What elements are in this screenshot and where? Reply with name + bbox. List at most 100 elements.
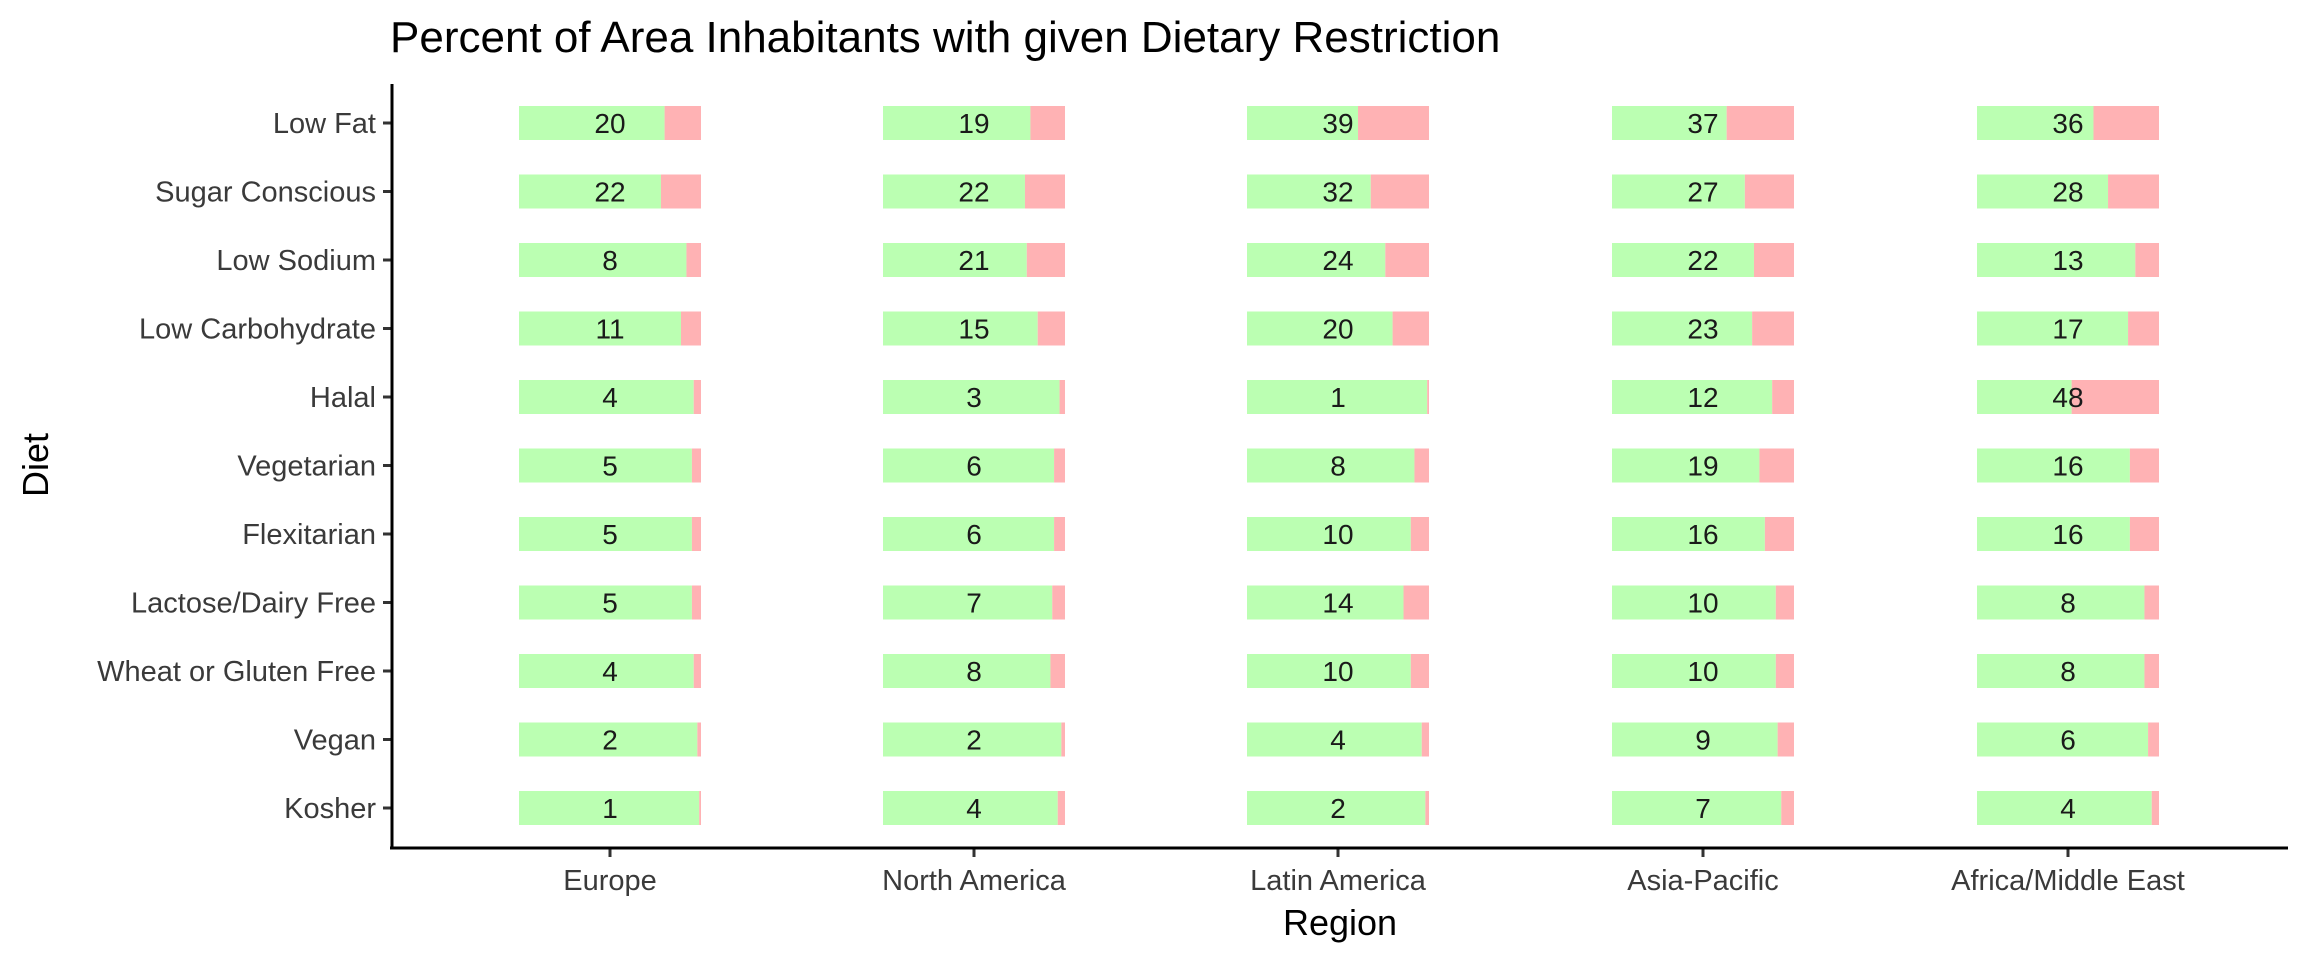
bar-remaining-north-america-low-fat — [883, 106, 1031, 140]
bar-remaining-europe-low-sodium — [519, 243, 687, 277]
data-label-africa-middle-east-low-fat: 36 — [2052, 108, 2083, 139]
bar-restricted-north-america-kosher — [1057, 791, 1065, 825]
bar-restricted-africa-middle-east-flexitarian — [2129, 517, 2159, 551]
data-label-north-america-sugar-conscious: 22 — [958, 177, 989, 208]
bar-restricted-africa-middle-east-kosher — [2151, 791, 2159, 825]
bar-restricted-africa-middle-east-vegetarian — [2129, 448, 2159, 483]
bar-restricted-asia-pacific-low-fat — [1726, 106, 1794, 140]
bar-remaining-asia-pacific-vegan — [1612, 722, 1778, 757]
data-label-europe-halal: 4 — [602, 382, 618, 413]
data-label-north-america-lactose-dairy-free: 7 — [966, 588, 982, 619]
data-label-asia-pacific-sugar-conscious: 27 — [1687, 177, 1718, 208]
bar-restricted-latin-america-vegetarian — [1414, 448, 1429, 483]
bar-remaining-europe-low-carbohydrate — [519, 311, 681, 346]
data-label-north-america-low-carbohydrate: 15 — [958, 314, 989, 345]
bar-restricted-asia-pacific-kosher — [1781, 791, 1794, 825]
bar-restricted-asia-pacific-lactose-dairy-free — [1775, 585, 1794, 620]
data-label-africa-middle-east-low-carbohydrate: 17 — [2052, 314, 2083, 345]
bar-remaining-latin-america-lactose-dairy-free — [1247, 585, 1404, 620]
bar-restricted-africa-middle-east-lactose-dairy-free — [2144, 585, 2159, 620]
y-tick-label-wheat-or-gluten-free: Wheat or Gluten Free — [97, 656, 376, 688]
data-label-europe-wheat-or-gluten-free: 4 — [602, 656, 618, 687]
bar-restricted-north-america-vegan — [1061, 722, 1065, 757]
data-label-africa-middle-east-vegan: 6 — [2060, 725, 2076, 756]
bar-remaining-north-america-kosher — [883, 791, 1058, 825]
bar-remaining-africa-middle-east-sugar-conscious — [1977, 174, 2109, 209]
bar-remaining-asia-pacific-low-sodium — [1612, 243, 1754, 277]
bar-remaining-latin-america-flexitarian — [1247, 517, 1411, 551]
bar-restricted-europe-low-carbohydrate — [680, 311, 701, 346]
data-label-north-america-flexitarian: 6 — [966, 519, 982, 550]
y-tick-label-vegetarian: Vegetarian — [237, 451, 376, 483]
bar-restricted-latin-america-sugar-conscious — [1370, 174, 1429, 209]
bar-remaining-latin-america-vegan — [1247, 722, 1422, 757]
data-label-asia-pacific-wheat-or-gluten-free: 10 — [1687, 656, 1718, 687]
bar-remaining-asia-pacific-sugar-conscious — [1612, 174, 1745, 209]
bar-remaining-europe-vegan — [519, 722, 698, 757]
bar-remaining-europe-halal — [519, 380, 694, 414]
bar-restricted-asia-pacific-halal — [1772, 380, 1794, 414]
bar-remaining-asia-pacific-flexitarian — [1612, 517, 1765, 551]
data-label-africa-middle-east-kosher: 4 — [2060, 793, 2076, 824]
y-tick-label-low-carbohydrate: Low Carbohydrate — [139, 314, 376, 346]
bar-remaining-latin-america-vegetarian — [1247, 448, 1415, 483]
data-label-africa-middle-east-vegetarian: 16 — [2052, 451, 2083, 482]
bars-layer — [519, 106, 2159, 825]
bar-remaining-africa-middle-east-vegan — [1977, 722, 2149, 757]
data-label-asia-pacific-low-carbohydrate: 23 — [1687, 314, 1718, 345]
data-label-asia-pacific-lactose-dairy-free: 10 — [1687, 588, 1718, 619]
bar-remaining-latin-america-wheat-or-gluten-free — [1247, 654, 1411, 688]
bar-restricted-africa-middle-east-wheat-or-gluten-free — [2144, 654, 2159, 688]
bar-restricted-north-america-wheat-or-gluten-free — [1050, 654, 1065, 688]
x-tick-label-africa-middle-east: Africa/Middle East — [1951, 865, 2185, 897]
data-label-latin-america-wheat-or-gluten-free: 10 — [1322, 656, 1353, 687]
x-axis-title: Region — [1283, 902, 1397, 943]
bar-remaining-europe-wheat-or-gluten-free — [519, 654, 694, 688]
bar-remaining-asia-pacific-low-fat — [1612, 106, 1727, 140]
bar-remaining-asia-pacific-halal — [1612, 380, 1773, 414]
bar-restricted-north-america-vegetarian — [1054, 448, 1065, 483]
bar-remaining-europe-low-fat — [519, 106, 665, 140]
bar-remaining-africa-middle-east-flexitarian — [1977, 517, 2130, 551]
data-label-north-america-vegetarian: 6 — [966, 451, 982, 482]
bar-restricted-north-america-low-fat — [1030, 106, 1065, 140]
bar-restricted-africa-middle-east-halal — [2071, 380, 2159, 414]
y-axis-title: Diet — [15, 433, 56, 497]
bar-restricted-africa-middle-east-low-carbohydrate — [2128, 311, 2159, 346]
data-label-latin-america-kosher: 2 — [1330, 793, 1346, 824]
data-label-africa-middle-east-low-sodium: 13 — [2052, 245, 2083, 276]
bar-restricted-europe-low-fat — [664, 106, 701, 140]
bar-remaining-africa-middle-east-lactose-dairy-free — [1977, 585, 2145, 620]
data-label-asia-pacific-vegetarian: 19 — [1687, 451, 1718, 482]
bar-remaining-asia-pacific-wheat-or-gluten-free — [1612, 654, 1776, 688]
bar-remaining-asia-pacific-low-carbohydrate — [1612, 311, 1753, 346]
bar-restricted-latin-america-lactose-dairy-free — [1403, 585, 1429, 620]
bar-restricted-europe-flexitarian — [691, 517, 701, 551]
data-label-europe-kosher: 1 — [602, 793, 618, 824]
bar-restricted-europe-sugar-conscious — [660, 174, 701, 209]
bar-remaining-asia-pacific-vegetarian — [1612, 448, 1760, 483]
data-label-africa-middle-east-sugar-conscious: 28 — [2052, 177, 2083, 208]
y-tick-label-halal: Halal — [310, 382, 376, 414]
bar-restricted-africa-middle-east-low-sodium — [2135, 243, 2159, 277]
data-label-north-america-halal: 3 — [966, 382, 982, 413]
bar-remaining-north-america-low-sodium — [883, 243, 1027, 277]
x-tick-label-europe: Europe — [563, 865, 657, 897]
data-label-europe-low-sodium: 8 — [602, 245, 618, 276]
data-label-latin-america-low-fat: 39 — [1322, 108, 1353, 139]
bar-restricted-asia-pacific-sugar-conscious — [1744, 174, 1794, 209]
data-label-north-america-wheat-or-gluten-free: 8 — [966, 656, 982, 687]
bar-restricted-asia-pacific-wheat-or-gluten-free — [1775, 654, 1794, 688]
data-label-europe-low-fat: 20 — [594, 108, 625, 139]
bar-remaining-latin-america-low-carbohydrate — [1247, 311, 1393, 346]
bar-restricted-europe-low-sodium — [686, 243, 701, 277]
bar-remaining-asia-pacific-kosher — [1612, 791, 1782, 825]
y-tick-label-low-fat: Low Fat — [273, 108, 376, 140]
bar-remaining-latin-america-low-sodium — [1247, 243, 1386, 277]
bar-restricted-latin-america-low-fat — [1358, 106, 1429, 140]
bar-remaining-africa-middle-east-low-fat — [1977, 106, 2094, 140]
bar-restricted-latin-america-kosher — [1425, 791, 1429, 825]
bar-restricted-europe-halal — [693, 380, 701, 414]
